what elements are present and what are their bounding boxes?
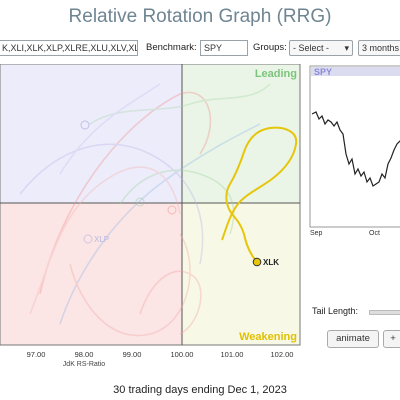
tail-blue-1	[59, 123, 261, 325]
footer-caption: 30 trading days ending Dec 1, 2023	[113, 384, 287, 396]
tail-green-2	[89, 83, 271, 125]
tail-violet-2	[59, 83, 161, 175]
faded-xlp-label: XLP	[94, 235, 109, 244]
extra-button[interactable]: +	[383, 330, 400, 348]
x-tick-label: 97.00	[27, 350, 46, 359]
period-select[interactable]: 3 months	[358, 40, 400, 56]
xlk-head-marker[interactable]	[252, 257, 262, 267]
lagging-quadrant	[0, 203, 182, 345]
marker-green	[135, 197, 145, 207]
tail-red-2	[69, 233, 191, 337]
rrg-canvas: XLP XLK Leading Weakening 97.00 98.00 99…	[0, 64, 400, 368]
benchmark-header	[311, 67, 400, 76]
tail-violet-1	[19, 143, 204, 265]
x-axis: 97.00 98.00 99.00 100.00 101.00 102.00	[27, 350, 294, 359]
month-label: Sep	[310, 230, 323, 237]
benchmark-input[interactable]: SPY	[200, 40, 248, 56]
background-tails	[19, 83, 271, 337]
tail-length-slider[interactable]	[369, 310, 400, 315]
x-tick-label: 100.00	[171, 350, 194, 359]
benchmark-panel	[309, 65, 400, 228]
marker-red	[167, 205, 177, 215]
leading-label: Leading	[255, 68, 297, 80]
plot-border	[0, 64, 301, 346]
background-markers	[80, 120, 177, 244]
xlk-label: XLK	[263, 258, 279, 267]
x-tick-label: 99.00	[123, 350, 142, 359]
symbols-input[interactable]: K,XLI,XLK,XLP,XLRE,XLU,XLV,XLY	[0, 40, 138, 56]
tail-red-3	[29, 166, 181, 315]
benchmark-panel-label: SPY	[314, 67, 332, 77]
weakening-quadrant	[182, 203, 300, 345]
tail-red-1	[39, 91, 212, 295]
x-tick-label: 98.00	[75, 350, 94, 359]
weakening-label: Weakening	[239, 331, 297, 343]
marker-violet	[80, 120, 90, 130]
xlk-tail	[221, 126, 298, 263]
tail-red-4	[139, 270, 202, 335]
chevron-down-icon: ▾	[344, 43, 349, 53]
page-title: Relative Rotation Graph (RRG)	[68, 6, 332, 27]
toolbar: K,XLI,XLK,XLP,XLRE,XLU,XLV,XLY Benchmark…	[0, 40, 400, 58]
x-axis-title: JdK RS-Ratio	[63, 361, 106, 368]
groups-label: Groups:	[253, 42, 287, 53]
marker-xlp	[83, 234, 93, 244]
x-tick-label: 101.00	[221, 350, 244, 359]
month-label: Oct	[369, 230, 380, 237]
benchmark-price-line	[311, 111, 400, 187]
groups-select[interactable]: - Select - ▾	[289, 40, 353, 56]
groups-select-value: - Select -	[293, 43, 330, 53]
x-tick-label: 102.00	[271, 350, 294, 359]
improving-quadrant	[0, 64, 182, 203]
tail-length-label: Tail Length:	[312, 306, 359, 316]
benchmark-label: Benchmark:	[146, 42, 197, 53]
animate-button[interactable]: animate	[327, 330, 379, 348]
leading-quadrant	[182, 64, 300, 203]
